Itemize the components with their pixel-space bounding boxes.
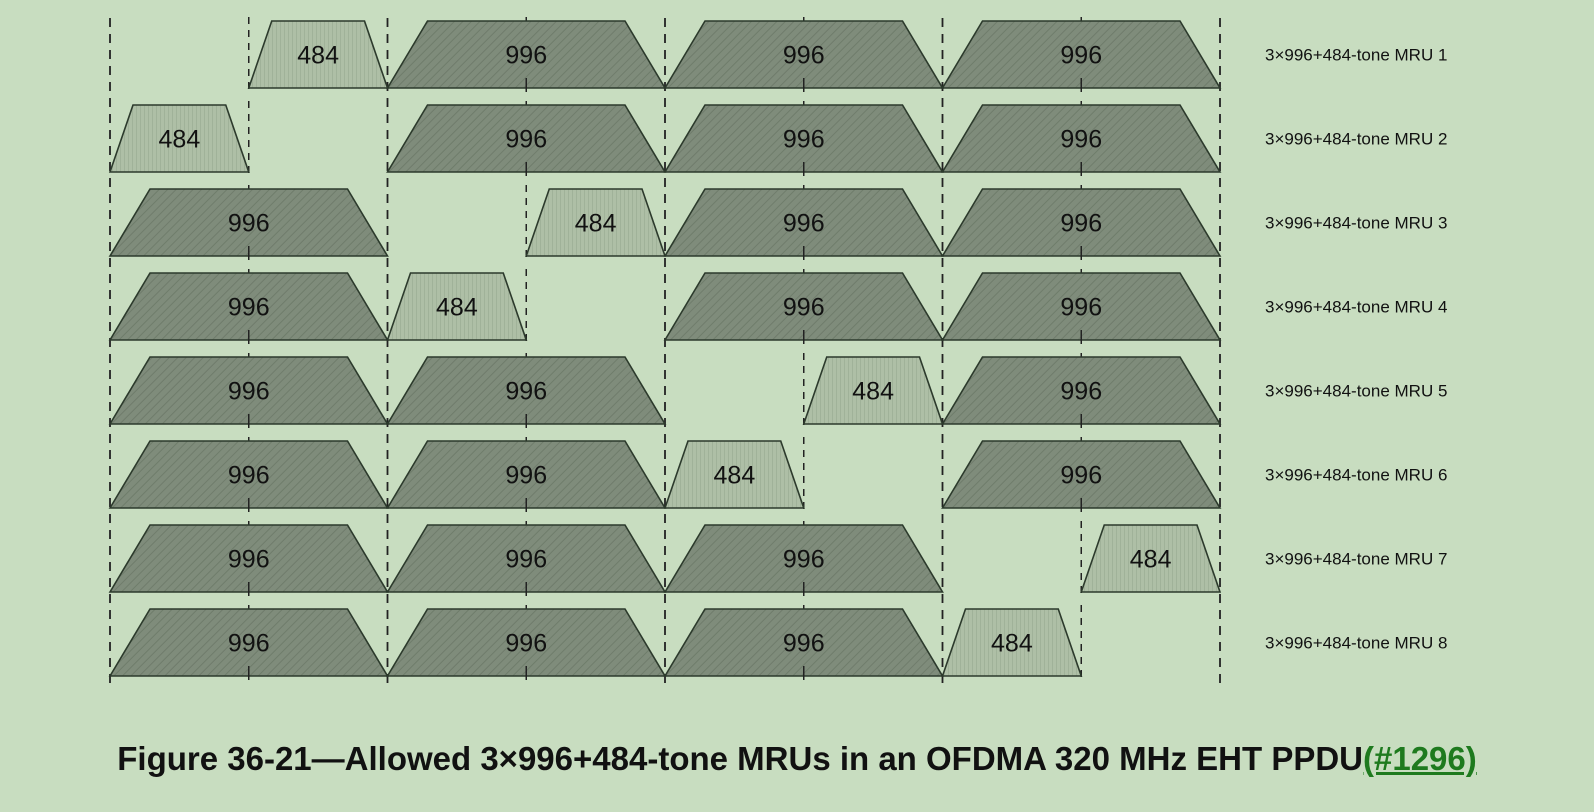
ru-996-label: 996 bbox=[1060, 210, 1102, 238]
ru-996-label: 996 bbox=[228, 294, 270, 322]
ru-996-label: 996 bbox=[1060, 378, 1102, 406]
ru-996-label: 996 bbox=[783, 210, 825, 238]
ru-484-label: 484 bbox=[297, 42, 339, 70]
ru-996-block bbox=[941, 188, 1222, 257]
ru-996-label: 996 bbox=[505, 378, 547, 406]
ru-996-block bbox=[108, 608, 389, 677]
mru-row-label: 3×996+484-tone MRU 3 bbox=[1265, 214, 1447, 233]
ru-484-label: 484 bbox=[436, 294, 478, 322]
ru-996-label: 996 bbox=[505, 462, 547, 490]
ru-484-block bbox=[1080, 524, 1222, 593]
ru-996-label: 996 bbox=[1060, 126, 1102, 154]
ru-996-label: 996 bbox=[783, 42, 825, 70]
mru-row: 996 996 996 484 3×996+484-tone MRU 8 bbox=[108, 605, 1447, 680]
ru-996-label: 996 bbox=[505, 126, 547, 154]
ru-996-block bbox=[386, 356, 667, 425]
ru-484-label: 484 bbox=[852, 378, 894, 406]
ru-996-block bbox=[663, 272, 944, 341]
ru-996-block bbox=[663, 104, 944, 173]
figure-caption: Figure 36-21—Allowed 3×996+484-tone MRUs… bbox=[0, 740, 1594, 778]
ru-996-label: 996 bbox=[228, 546, 270, 574]
mru-row: 996 996 996 484 3×996+484-tone MRU 7 bbox=[108, 521, 1447, 596]
ru-996-block bbox=[663, 608, 944, 677]
ru-484-block bbox=[941, 608, 1083, 677]
ru-996-block bbox=[386, 20, 667, 89]
mru-row-label: 3×996+484-tone MRU 1 bbox=[1265, 46, 1447, 65]
ru-996-block bbox=[386, 440, 667, 509]
ru-484-label: 484 bbox=[159, 126, 201, 154]
ru-484-block bbox=[525, 188, 667, 257]
ru-996-block bbox=[386, 104, 667, 173]
ru-996-block bbox=[108, 272, 389, 341]
ru-484-block bbox=[663, 440, 805, 509]
ru-996-label: 996 bbox=[1060, 294, 1102, 322]
mru-row: 996 996 996 484 3×996+484-tone MRU 4 bbox=[108, 269, 1447, 344]
ru-996-label: 996 bbox=[1060, 42, 1102, 70]
mru-row: 996 996 996 484 3×996+484-tone MRU 6 bbox=[108, 437, 1447, 512]
ru-996-label: 996 bbox=[228, 462, 270, 490]
ru-996-block bbox=[941, 356, 1222, 425]
ru-996-label: 996 bbox=[228, 630, 270, 658]
ru-996-block bbox=[941, 272, 1222, 341]
ru-996-label: 996 bbox=[228, 210, 270, 238]
ru-484-label: 484 bbox=[714, 462, 756, 490]
boundary-lines bbox=[109, 18, 1221, 690]
mru-row-label: 3×996+484-tone MRU 6 bbox=[1265, 466, 1447, 485]
mru-row-label: 3×996+484-tone MRU 5 bbox=[1265, 382, 1447, 401]
mru-row: 996 996 996 484 3×996+484-tone MRU 3 bbox=[108, 185, 1447, 260]
ru-996-label: 996 bbox=[783, 630, 825, 658]
mru-row-label: 3×996+484-tone MRU 8 bbox=[1265, 634, 1447, 653]
ru-996-block bbox=[941, 440, 1222, 509]
ru-996-label: 996 bbox=[505, 630, 547, 658]
ru-996-block bbox=[108, 524, 389, 593]
ru-996-label: 996 bbox=[783, 546, 825, 574]
ru-484-block bbox=[386, 272, 528, 341]
ru-484-block bbox=[108, 104, 250, 173]
mru-row: 996 996 996 484 3×996+484-tone MRU 1 bbox=[247, 17, 1447, 92]
mru-row: 996 996 996 484 3×996+484-tone MRU 2 bbox=[108, 101, 1447, 176]
ru-484-label: 484 bbox=[991, 630, 1033, 658]
ru-996-block bbox=[108, 356, 389, 425]
ru-484-block bbox=[247, 20, 389, 89]
ru-996-label: 996 bbox=[505, 42, 547, 70]
mru-row-label: 3×996+484-tone MRU 2 bbox=[1265, 130, 1447, 149]
ru-996-block bbox=[941, 20, 1222, 89]
ru-996-block bbox=[941, 104, 1222, 173]
ru-484-block bbox=[802, 356, 944, 425]
ru-996-block bbox=[663, 524, 944, 593]
ru-996-block bbox=[663, 188, 944, 257]
ru-996-label: 996 bbox=[783, 126, 825, 154]
mru-row-label: 3×996+484-tone MRU 7 bbox=[1265, 550, 1447, 569]
ru-996-block bbox=[386, 524, 667, 593]
mru-row-label: 3×996+484-tone MRU 4 bbox=[1265, 298, 1447, 317]
ru-996-label: 996 bbox=[228, 378, 270, 406]
ru-996-label: 996 bbox=[505, 546, 547, 574]
ru-996-block bbox=[663, 20, 944, 89]
ru-996-label: 996 bbox=[1060, 462, 1102, 490]
ru-484-label: 484 bbox=[1130, 546, 1172, 574]
ru-996-block bbox=[386, 608, 667, 677]
ru-996-block bbox=[108, 440, 389, 509]
caption-text: Figure 36-21—Allowed 3×996+484-tone MRUs… bbox=[117, 740, 1363, 777]
ru-996-label: 996 bbox=[783, 294, 825, 322]
ru-484-label: 484 bbox=[575, 210, 617, 238]
mru-row: 996 996 996 484 3×996+484-tone MRU 5 bbox=[108, 353, 1447, 428]
ru-996-block bbox=[108, 188, 389, 257]
caption-reference-link[interactable]: (#1296) bbox=[1363, 740, 1477, 777]
